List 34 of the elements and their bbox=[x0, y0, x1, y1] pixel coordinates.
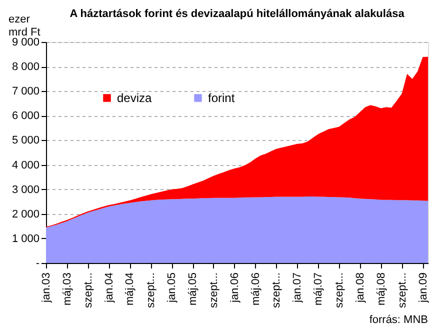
x-tick-label: jan.08 bbox=[354, 272, 366, 304]
x-tick-label: máj.07 bbox=[312, 272, 325, 306]
y-tick-label: 5 000 bbox=[12, 134, 40, 147]
x-tick-label: máj.08 bbox=[375, 272, 388, 306]
x-tick-label: jan.07 bbox=[292, 272, 304, 304]
y-tick-label: 4 000 bbox=[12, 159, 40, 172]
x-tick-label: jan.03 bbox=[40, 272, 52, 304]
y-axis-title: ezer mrd Ft bbox=[8, 14, 40, 38]
x-tick-label: szept... bbox=[334, 272, 346, 308]
x-tick-label: szept... bbox=[396, 272, 408, 308]
y-tick-label: 6 000 bbox=[12, 110, 40, 122]
x-tick-label: szept... bbox=[145, 272, 158, 308]
x-tick-label: szept... bbox=[82, 272, 94, 308]
x-tick-label: jan.05 bbox=[166, 272, 178, 304]
y-tick-label: 7 000 bbox=[12, 86, 40, 98]
x-tick-label: máj.03 bbox=[61, 272, 74, 306]
x-tick-label: jan.09 bbox=[417, 272, 430, 304]
legend-label: forint bbox=[208, 91, 236, 105]
x-tick-label: máj.05 bbox=[187, 272, 200, 306]
y-tick-label: 9 000 bbox=[12, 36, 40, 48]
x-tick-label: szept... bbox=[270, 272, 283, 308]
chart-title: A háztartások forint és devizaalapú hitelállományának alakulása bbox=[70, 8, 406, 20]
y-tick-label: 1 000 bbox=[12, 232, 40, 245]
x-tick-label: máj.04 bbox=[124, 272, 136, 306]
y-tick-label: 3 000 bbox=[12, 184, 40, 196]
x-tick-label: máj.06 bbox=[250, 272, 262, 306]
legend-label: deviza bbox=[117, 91, 152, 105]
x-tick-label: szept... bbox=[208, 272, 220, 308]
x-tick-label: jan.04 bbox=[103, 272, 116, 304]
y-tick-label: - bbox=[36, 258, 40, 270]
y-tick-label: 8 000 bbox=[12, 61, 40, 74]
text: forrás: MNB bbox=[369, 314, 428, 326]
x-tick-label: jan.06 bbox=[228, 272, 241, 304]
y-tick-label: 2 000 bbox=[12, 208, 40, 220]
